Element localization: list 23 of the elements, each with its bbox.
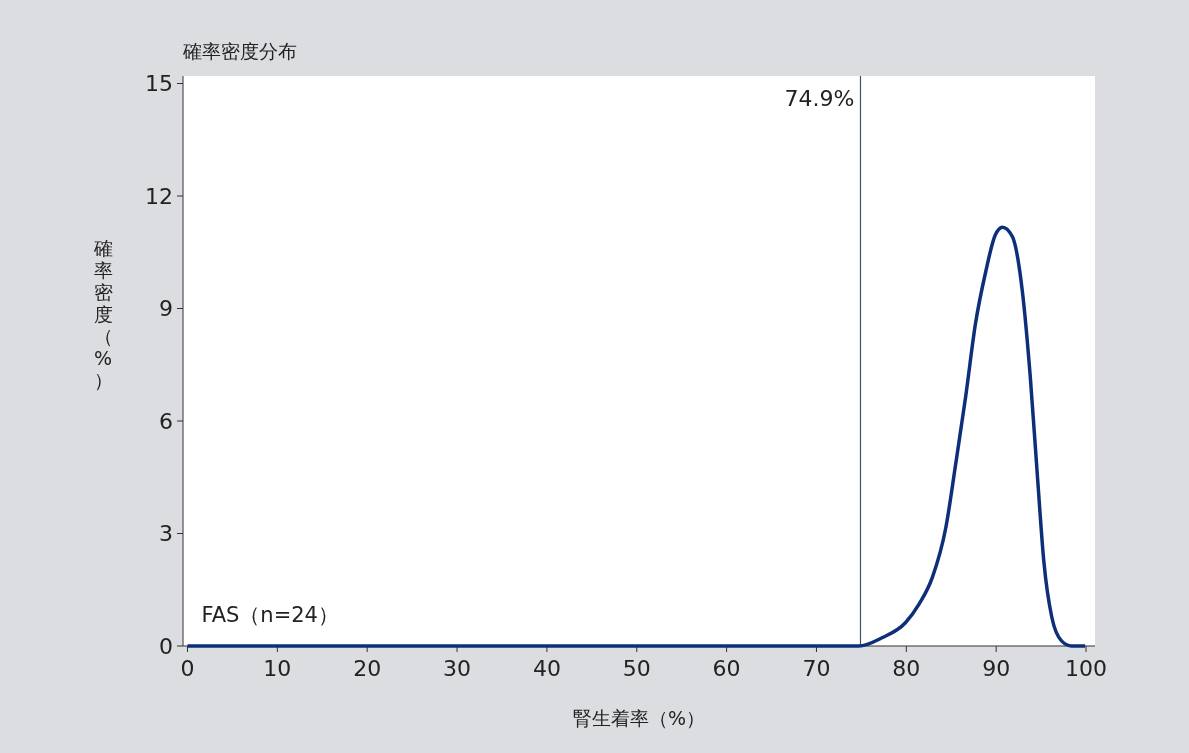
- x-tick-label: 90: [982, 656, 1011, 681]
- y-tick-label: 0: [159, 633, 173, 659]
- annotation: FAS（n=24）: [201, 603, 339, 627]
- ref-line-label: 74.9%: [784, 86, 855, 111]
- chart-title: 確率密度分布: [182, 40, 297, 62]
- x-tick-label: 40: [532, 656, 561, 681]
- y-tick-label: 15: [145, 71, 173, 97]
- line-series: [185, 225, 1087, 648]
- y-tick-label: 9: [159, 296, 173, 322]
- x-tick-label: 100: [1065, 656, 1108, 681]
- x-tick-label: 0: [180, 656, 195, 681]
- x-tick-label: 20: [353, 656, 382, 681]
- y-tick-label: 12: [145, 183, 173, 209]
- x-tick-label: 50: [622, 656, 651, 681]
- y-tick-label: 6: [159, 408, 173, 434]
- y-tick-label: 3: [159, 521, 173, 547]
- x-axis-title: 腎生着率（%）: [572, 707, 706, 729]
- x-tick-label: 70: [802, 656, 831, 681]
- y-axis-title: 確率密度（%）: [92, 237, 113, 391]
- x-tick-label: 30: [443, 656, 472, 681]
- x-tick-label: 60: [712, 656, 741, 681]
- x-tick-label: 80: [892, 656, 921, 681]
- x-tick-label: 10: [263, 656, 292, 681]
